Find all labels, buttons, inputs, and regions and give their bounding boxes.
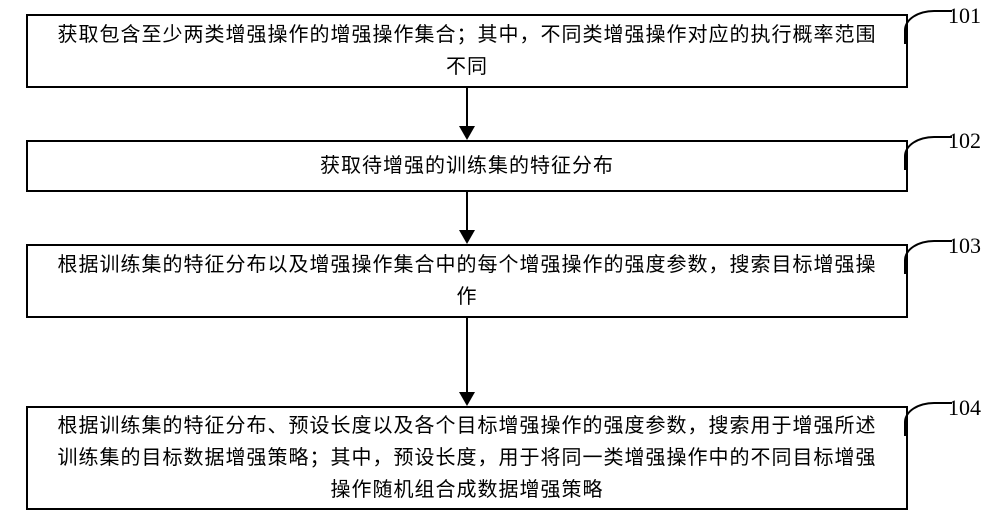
step-label-103: 103	[948, 233, 981, 259]
step-label-104: 104	[948, 395, 981, 421]
step-box-102: 获取待增强的训练集的特征分布	[26, 140, 908, 192]
step-box-104: 根据训练集的特征分布、预设长度以及各个目标增强操作的强度参数，搜索用于增强所述训…	[26, 406, 908, 510]
step-box-103: 根据训练集的特征分布以及增强操作集合中的每个增强操作的强度参数，搜索目标增强操作	[26, 244, 908, 318]
step-text-101: 获取包含至少两类增强操作的增强操作集合；其中，不同类增强操作对应的执行概率范围不…	[48, 19, 886, 83]
connector-3-4	[466, 318, 468, 392]
step-text-103: 根据训练集的特征分布以及增强操作集合中的每个增强操作的强度参数，搜索目标增强操作	[48, 249, 886, 313]
label-curve-102	[904, 136, 952, 170]
step-box-101: 获取包含至少两类增强操作的增强操作集合；其中，不同类增强操作对应的执行概率范围不…	[26, 14, 908, 88]
arrow-head-1-2	[459, 126, 475, 140]
arrow-head-3-4	[459, 392, 475, 406]
step-text-102: 获取待增强的训练集的特征分布	[48, 150, 886, 182]
step-text-104: 根据训练集的特征分布、预设长度以及各个目标增强操作的强度参数，搜索用于增强所述训…	[48, 410, 886, 506]
connector-1-2	[466, 88, 468, 126]
step-label-101: 101	[948, 3, 981, 29]
arrow-head-2-3	[459, 230, 475, 244]
label-curve-103	[904, 240, 952, 274]
label-curve-101	[904, 10, 952, 44]
connector-2-3	[466, 192, 468, 230]
label-curve-104	[904, 402, 952, 436]
flowchart-canvas: 获取包含至少两类增强操作的增强操作集合；其中，不同类增强操作对应的执行概率范围不…	[0, 0, 1000, 526]
step-label-102: 102	[948, 128, 981, 154]
